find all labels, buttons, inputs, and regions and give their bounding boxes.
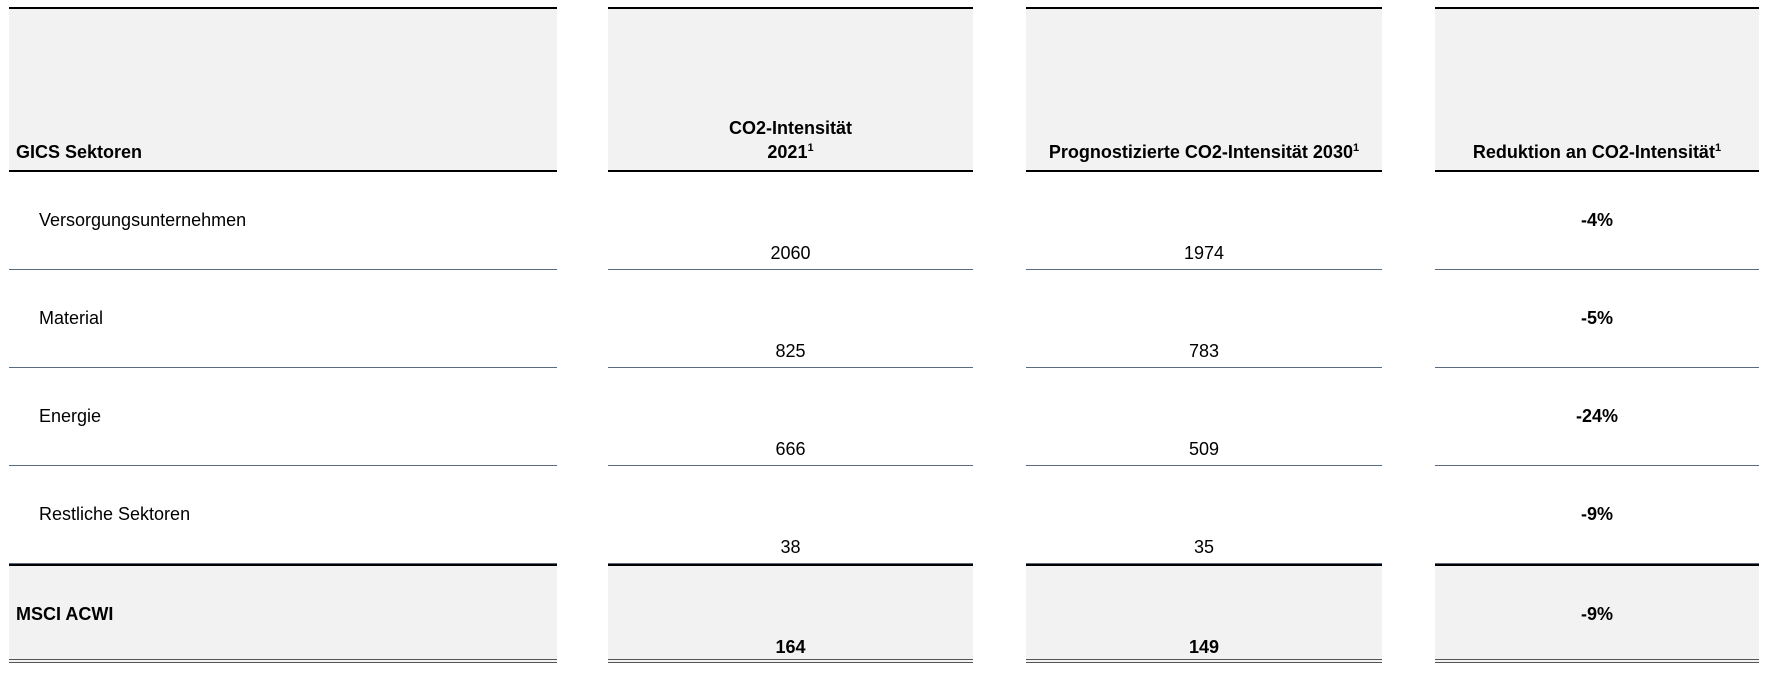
cell-text: 509: [1026, 438, 1382, 461]
row-label: MSCI ACWI: [16, 604, 114, 624]
cell-text: 825: [608, 340, 973, 363]
body-cell: -4%: [1435, 172, 1759, 270]
cell-value: -9%: [1580, 604, 1613, 624]
header-text: Prognostizierte CO2-Intensität 20301: [1026, 141, 1382, 164]
body-cell: -5%: [1435, 270, 1759, 368]
cell-value: -9%: [1580, 504, 1613, 524]
cell-text: MSCI ACWI: [9, 603, 557, 626]
body-cell: 666: [608, 368, 973, 466]
footnote-marker: 1: [1714, 142, 1722, 154]
cell-text: 2060: [608, 242, 973, 265]
header-cell: Reduktion an CO2-Intensität1: [1435, 7, 1759, 172]
cell-text: 149: [1026, 636, 1382, 659]
total-cell: -9%: [1435, 564, 1759, 663]
body-cell: -9%: [1435, 466, 1759, 564]
body-cell: 783: [1026, 270, 1382, 368]
footnote-marker: 1: [807, 142, 814, 154]
header-line: Reduktion an CO2-Intensität: [1472, 142, 1715, 162]
body-cell: 35: [1026, 466, 1382, 564]
header-cell: Prognostizierte CO2-Intensität 20301: [1026, 7, 1382, 172]
cell-text: 38: [608, 536, 973, 559]
body-cell: -24%: [1435, 368, 1759, 466]
cell-text: -9%: [1435, 603, 1759, 626]
cell-value: 38: [780, 537, 801, 557]
cell-text: 35: [1026, 536, 1382, 559]
cell-text: 783: [1026, 340, 1382, 363]
cell-text: Energie: [9, 405, 557, 428]
cell-value: 783: [1188, 341, 1220, 361]
header-text: CO2-Intensität: [608, 117, 973, 140]
cell-text: -24%: [1435, 405, 1759, 428]
body-cell: Energie: [9, 368, 557, 466]
body-cell: 1974: [1026, 172, 1382, 270]
footnote-marker: 1: [1352, 142, 1360, 154]
cell-value: -4%: [1580, 210, 1613, 230]
row-label: Versorgungsunternehmen: [39, 210, 247, 230]
cell-value: 35: [1193, 537, 1215, 557]
body-cell: 2060: [608, 172, 973, 270]
cell-value: -24%: [1575, 406, 1619, 426]
body-cell: 38: [608, 466, 973, 564]
cell-text: 666: [608, 438, 973, 461]
cell-value: 666: [775, 439, 806, 459]
row-label: Restliche Sektoren: [39, 504, 191, 524]
cell-text: 1974: [1026, 242, 1382, 265]
cell-text: -5%: [1435, 307, 1759, 330]
header-cell: GICS Sektoren: [9, 7, 557, 172]
cell-text: -9%: [1435, 503, 1759, 526]
header-line: 2021: [767, 142, 808, 162]
total-cell: 164: [608, 564, 973, 663]
cell-value: 825: [775, 341, 806, 361]
header-text: 20211: [608, 141, 973, 164]
cell-text: -4%: [1435, 209, 1759, 232]
cell-text: Material: [9, 307, 557, 330]
row-label: Material: [39, 308, 104, 328]
header-line: GICS Sektoren: [16, 142, 143, 162]
cell-value: 509: [1188, 439, 1220, 459]
row-label: Energie: [39, 406, 102, 426]
total-cell: 149: [1026, 564, 1382, 663]
header-text: Reduktion an CO2-Intensität1: [1435, 141, 1759, 164]
cell-text: Restliche Sektoren: [9, 503, 557, 526]
cell-text: 164: [608, 636, 973, 659]
cell-value: 1974: [1183, 243, 1225, 263]
cell-text: Versorgungsunternehmen: [9, 209, 557, 232]
cell-value: 164: [775, 637, 806, 657]
body-cell: Versorgungsunternehmen: [9, 172, 557, 270]
cell-value: 2060: [770, 243, 811, 263]
header-line: CO2-Intensität: [728, 118, 852, 138]
total-cell: MSCI ACWI: [9, 564, 557, 663]
header-line: Prognostizierte CO2-Intensität 2030: [1048, 142, 1353, 162]
body-cell: Material: [9, 270, 557, 368]
header-text: GICS Sektoren: [9, 141, 557, 164]
body-cell: Restliche Sektoren: [9, 466, 557, 564]
header-cell: CO2-Intensität 20211: [608, 7, 973, 172]
cell-value: -5%: [1580, 308, 1613, 328]
cell-value: 149: [1188, 637, 1220, 657]
body-cell: 825: [608, 270, 973, 368]
body-cell: 509: [1026, 368, 1382, 466]
